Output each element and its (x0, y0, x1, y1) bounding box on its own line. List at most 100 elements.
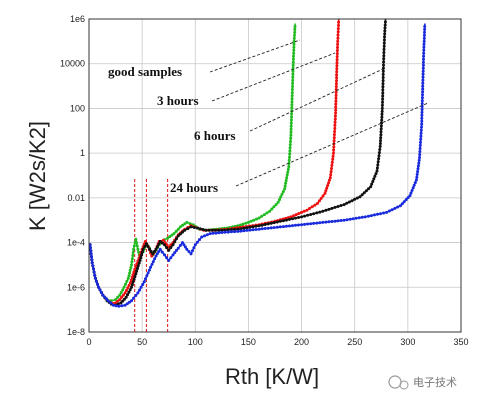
data-point (127, 300, 131, 304)
data-point (168, 235, 172, 239)
data-point (280, 192, 284, 196)
data-point (173, 240, 177, 244)
data-point (297, 216, 300, 219)
data-point (114, 301, 118, 305)
data-point (330, 163, 334, 167)
data-point (182, 243, 186, 247)
data-point (334, 85, 338, 89)
data-point (381, 91, 385, 95)
data-point (423, 27, 427, 31)
data-point (124, 282, 127, 286)
data-point (251, 225, 255, 229)
data-point (310, 205, 314, 209)
data-point (360, 193, 364, 197)
y-tick-label: 1e-4 (67, 238, 85, 248)
data-point (245, 226, 249, 230)
data-point (312, 221, 316, 225)
data-point (293, 25, 297, 28)
data-point (334, 99, 338, 103)
data-point (330, 206, 334, 210)
data-point (294, 223, 297, 227)
data-point (387, 209, 391, 213)
data-point (334, 90, 338, 94)
data-point (257, 224, 261, 228)
data-point (241, 222, 245, 226)
data-point (288, 146, 292, 150)
data-point (337, 20, 341, 24)
watermark-text: 电子技术 (413, 376, 457, 389)
data-point (136, 264, 140, 268)
data-point (291, 72, 295, 76)
data-point (132, 244, 136, 248)
data-point (265, 211, 269, 215)
data-point (381, 76, 385, 79)
data-point (276, 200, 280, 204)
data-point (109, 301, 113, 305)
data-point (150, 262, 154, 266)
y-tick-labels: 1e-8 1e-6 1e-4 0.01 1 100 10000 1e6 (60, 14, 85, 337)
data-point (92, 270, 96, 274)
data-point (355, 196, 359, 200)
data-point (269, 221, 273, 225)
annotation-label: good samples (108, 64, 182, 79)
data-point (176, 227, 180, 231)
data-point (272, 205, 276, 209)
data-point (123, 303, 127, 307)
data-point (290, 88, 294, 91)
data-point (421, 63, 425, 67)
data-point (281, 190, 285, 194)
data-point (291, 85, 294, 88)
data-point (189, 225, 193, 229)
data-point (398, 204, 402, 208)
data-point (333, 205, 337, 209)
data-point (379, 136, 383, 140)
data-point (309, 222, 313, 226)
data-point (138, 259, 142, 262)
data-point (163, 243, 166, 247)
data-point (290, 103, 294, 107)
data-point (362, 191, 366, 195)
data-point (289, 136, 293, 140)
data-point (198, 238, 201, 242)
data-point (376, 160, 380, 164)
data-point (379, 127, 383, 131)
data-point (418, 147, 422, 150)
data-point (421, 84, 425, 88)
data-point (289, 133, 293, 137)
data-point (195, 226, 199, 230)
data-point (416, 164, 420, 168)
data-point (130, 257, 134, 261)
x-tick-label: 150 (241, 337, 256, 347)
data-point (281, 225, 285, 229)
data-point (292, 54, 295, 58)
data-point (135, 241, 138, 245)
data-point (390, 208, 394, 212)
data-point (132, 247, 136, 251)
data-point (116, 299, 120, 303)
data-point (302, 209, 306, 213)
data-point (364, 189, 368, 193)
data-point (130, 260, 134, 264)
grid (89, 19, 461, 332)
data-point (297, 223, 300, 227)
data-point (410, 188, 414, 192)
data-point (146, 271, 150, 275)
data-point (165, 243, 169, 247)
data-point (332, 136, 336, 140)
data-point (378, 148, 382, 151)
data-point (419, 137, 423, 141)
data-point (420, 102, 424, 106)
data-point (421, 69, 425, 73)
data-point (422, 48, 426, 52)
data-point (278, 219, 282, 223)
data-point (374, 172, 378, 176)
data-point (309, 213, 313, 216)
data-point (254, 224, 258, 228)
y-tick-label: 1e-6 (67, 282, 85, 292)
data-point (369, 214, 373, 218)
data-point (330, 220, 334, 223)
data-point (335, 73, 339, 77)
annotation-pointer (249, 68, 384, 132)
x-tick-label: 50 (137, 337, 147, 347)
